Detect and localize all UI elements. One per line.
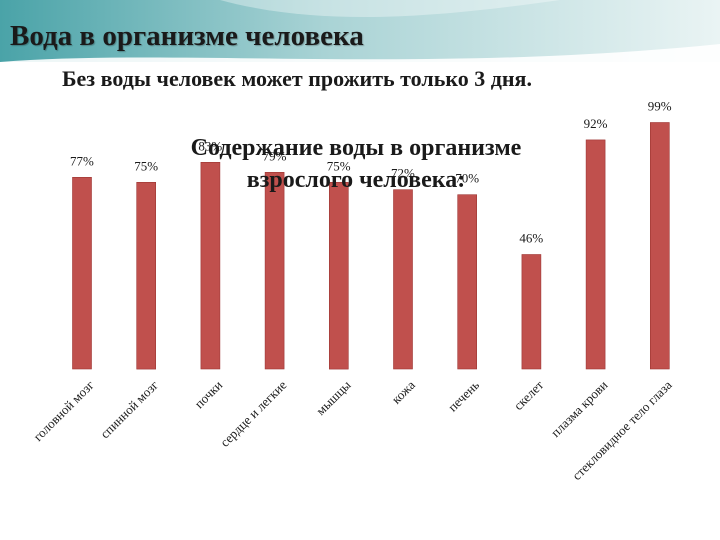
- category-label-8: скелет: [511, 377, 547, 413]
- bar-7: [457, 194, 478, 370]
- header-swoosh: [220, 0, 560, 18]
- bar-1: [72, 177, 92, 370]
- bar-3: [200, 162, 221, 370]
- data-label-8: 46%: [519, 231, 543, 246]
- data-label-9: 92%: [584, 116, 608, 131]
- header-band: [0, 0, 720, 62]
- category-label-3: почки: [191, 377, 225, 411]
- bar-10: [649, 122, 670, 370]
- data-label-6: 72%: [391, 166, 415, 181]
- bar-2: [136, 182, 156, 370]
- category-label-4: сердце и легкие: [217, 377, 290, 450]
- bar-4: [264, 172, 285, 370]
- data-label-2: 75%: [134, 158, 158, 173]
- slide-title: Вода в организме человека: [10, 20, 364, 52]
- data-label-7: 70%: [455, 171, 479, 186]
- bar-6: [393, 189, 413, 370]
- bar-5: [328, 182, 349, 370]
- data-label-5: 75%: [327, 158, 351, 173]
- bar-9: [585, 139, 606, 370]
- data-label-3: 83%: [198, 138, 222, 153]
- chart-title-line-1: Содержание воды в организме: [191, 135, 522, 161]
- chart-data-labels: 77% 75% 83% 79% 75% 72% 70% 46% 92% 99%: [70, 99, 672, 246]
- category-label-2: спинной мозг: [97, 377, 161, 441]
- chart-bars: [72, 122, 670, 370]
- bar-8: [521, 254, 542, 370]
- data-label-4: 79%: [263, 148, 287, 163]
- data-label-10: 99%: [648, 99, 672, 114]
- category-label-1: головной мозг: [30, 377, 97, 444]
- category-label-7: печень: [445, 377, 482, 414]
- data-label-1: 77%: [70, 153, 94, 168]
- category-label-9: плазма крови: [548, 377, 611, 440]
- chart-title-line-2: взрослого человека:: [247, 167, 466, 193]
- category-label-5: мышцы: [313, 377, 354, 418]
- category-label-6: кожа: [388, 377, 418, 407]
- header-wave: [0, 44, 720, 62]
- slide-subtitle: Без воды человек может прожить только 3 …: [62, 66, 532, 91]
